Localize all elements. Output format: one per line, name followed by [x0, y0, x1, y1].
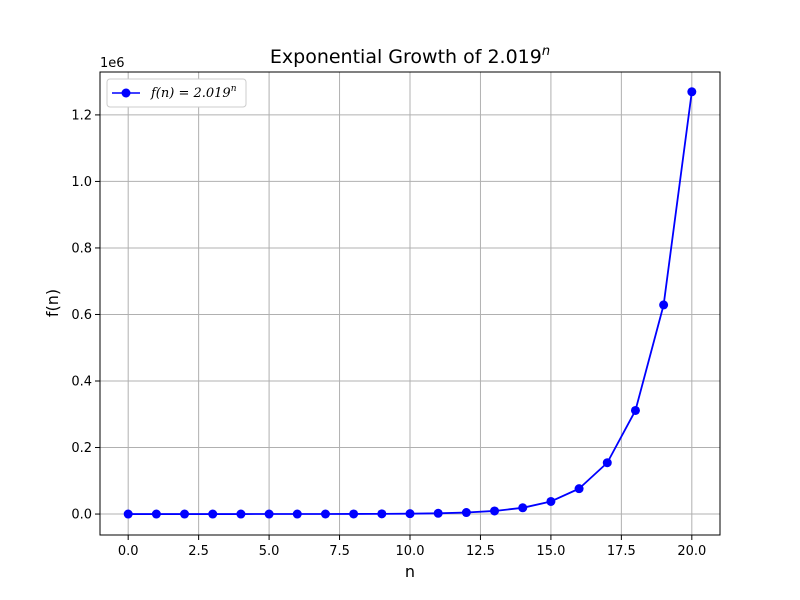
x-axis-ticks: 0.0 2.5 5.0 7.5 10.0 12.5 15.0 17.5 20.0 [118, 535, 706, 559]
x-tick-label: 7.5 [329, 544, 350, 559]
legend-label-text: f(n) = 2.019 [150, 86, 231, 101]
y-tick-label: 0.6 [71, 308, 92, 323]
x-tick-label: 5.0 [259, 544, 280, 559]
x-tick-label: 20.0 [677, 544, 706, 559]
y-offset-label: 1e6 [100, 56, 125, 71]
data-point [236, 509, 246, 519]
x-tick-label: 10.0 [396, 544, 425, 559]
data-point [546, 496, 556, 506]
chart-title-exponent: n [542, 44, 550, 59]
data-point [659, 300, 669, 310]
legend-label-exponent: n [231, 84, 237, 94]
legend-marker-swatch [121, 88, 131, 98]
y-axis-ticks: 0.0 0.2 0.4 0.6 0.8 1.0 1.2 [71, 108, 100, 523]
y-tick-label: 0.4 [71, 374, 92, 389]
x-tick-label: 15.0 [536, 544, 565, 559]
data-point [377, 509, 387, 519]
y-tick-label: 1.0 [71, 175, 92, 190]
data-point [630, 405, 640, 415]
data-point [264, 509, 274, 519]
series-layer [123, 87, 697, 519]
legend: f(n) = 2.019n [106, 78, 247, 108]
y-tick-label: 1.2 [71, 108, 92, 123]
data-point [349, 509, 359, 519]
data-point [151, 509, 161, 519]
x-tick-label: 12.5 [466, 544, 495, 559]
data-point [180, 509, 190, 519]
x-tick-label: 17.5 [607, 544, 636, 559]
data-point [574, 484, 584, 494]
data-point [518, 503, 528, 513]
data-point [123, 509, 133, 519]
y-tick-label: 0.8 [71, 241, 92, 256]
data-point [490, 506, 500, 516]
legend-box [106, 78, 247, 108]
x-axis-label: n [405, 562, 415, 581]
data-point [292, 509, 302, 519]
y-axis-label: f(n) [43, 289, 62, 317]
x-tick-label: 0.0 [118, 544, 139, 559]
data-point [687, 87, 697, 97]
data-point [433, 508, 443, 518]
y-tick-label: 0.2 [71, 441, 92, 456]
x-tick-label: 2.5 [188, 544, 209, 559]
chart-title: Exponential Growth of 2.019n [270, 44, 550, 68]
data-point [602, 458, 612, 468]
chart-title-text: Exponential Growth of 2.019 [270, 46, 542, 68]
data-point [405, 509, 415, 519]
legend-label: f(n) = 2.019n [150, 84, 237, 101]
y-tick-label: 0.0 [71, 508, 92, 523]
data-point [208, 509, 218, 519]
data-point [461, 508, 471, 518]
data-point [320, 509, 330, 519]
